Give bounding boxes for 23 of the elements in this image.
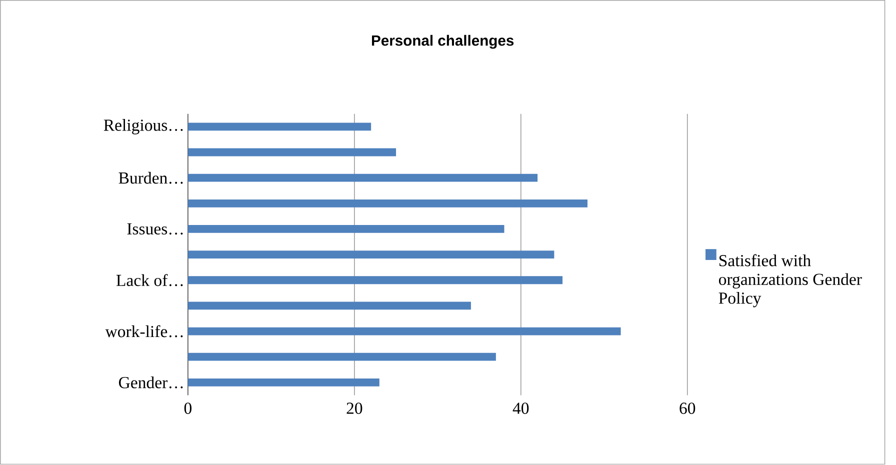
bar: [188, 302, 471, 310]
bar: [188, 200, 588, 208]
y-tick-label: Religious…: [104, 119, 183, 134]
bar: [188, 122, 372, 131]
bar: [188, 174, 538, 182]
y-tick-label: Gender…: [118, 376, 183, 389]
x-tick-label: 20: [346, 402, 362, 414]
x-tick-label: 40: [512, 402, 529, 414]
x-tick-label: 0: [184, 402, 192, 414]
legend-label: Satisfied with organizations Gender Policy: [718, 254, 862, 308]
bar: [188, 225, 504, 234]
y-tick-label: work-life…: [105, 325, 183, 338]
bar: [188, 148, 396, 156]
bar: [188, 353, 496, 361]
bar: [188, 250, 554, 259]
y-tick-label: Lack of…: [116, 274, 183, 286]
y-tick-label: Burden…: [118, 172, 183, 184]
y-tick-label: Issues…: [127, 224, 183, 235]
bar: [188, 276, 563, 284]
x-tick-label: 60: [680, 402, 696, 414]
bar: [188, 378, 380, 387]
bar: [188, 327, 621, 336]
chart-title: Personal challenges: [372, 35, 514, 49]
